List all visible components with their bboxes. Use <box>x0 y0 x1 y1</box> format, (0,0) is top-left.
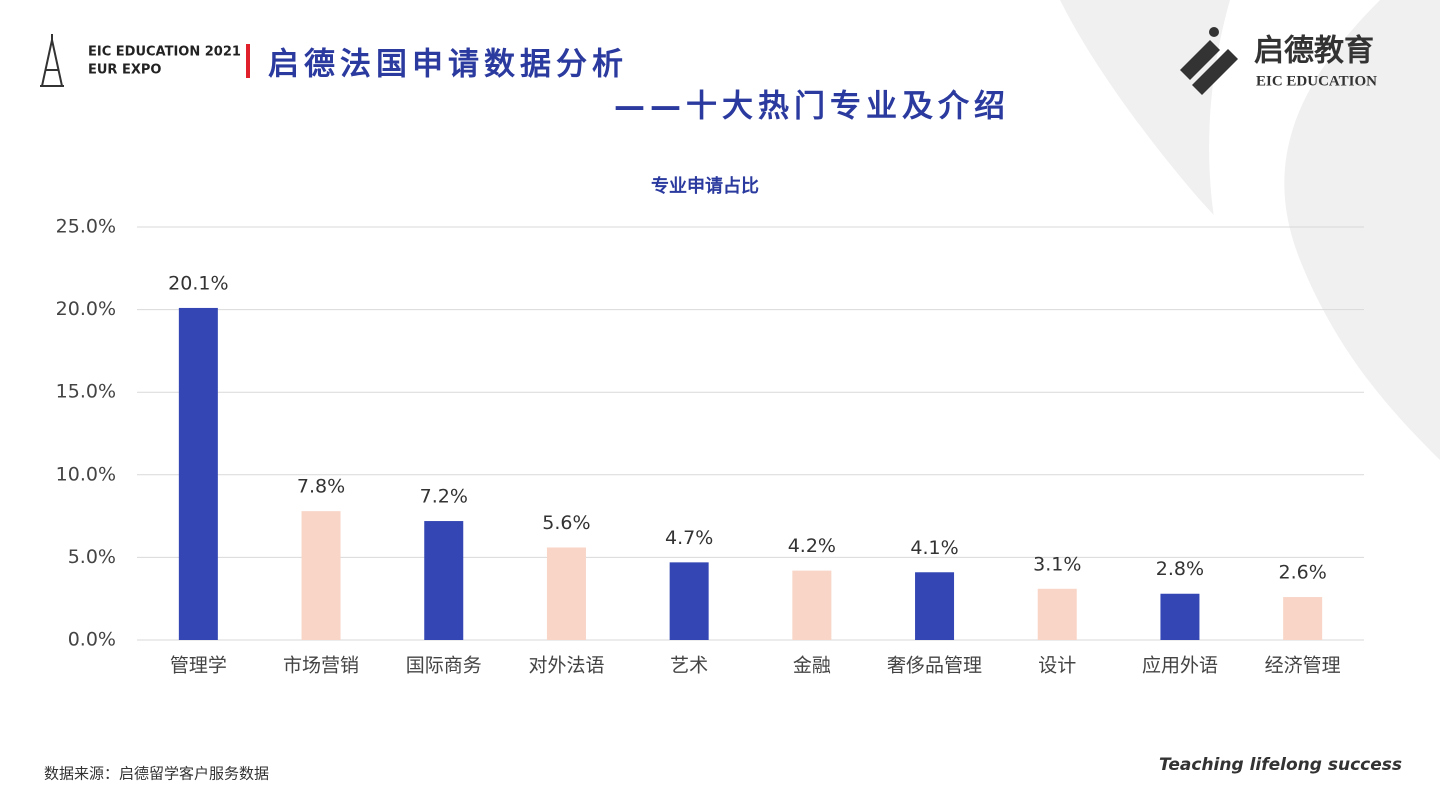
chart-title: 专业申请占比 <box>651 175 759 197</box>
y-tick-label: 10.0% <box>56 463 116 485</box>
value-label: 2.6% <box>1279 562 1327 584</box>
swoosh <box>1060 0 1440 520</box>
x-tick-label: 经济管理 <box>1265 655 1341 677</box>
slogan: Teaching lifelong success <box>1159 755 1402 775</box>
bar <box>669 562 709 640</box>
expo-line1: EIC EDUCATION 2021 <box>88 45 241 60</box>
y-tick-label: 5.0% <box>68 546 116 568</box>
bar <box>1037 588 1077 640</box>
tower-icon <box>40 34 64 87</box>
x-tick-label: 设计 <box>1038 655 1076 677</box>
y-tick-label: 20.0% <box>56 298 116 320</box>
swoosh-gap <box>1209 0 1440 560</box>
y-tick-label: 25.0% <box>56 216 116 238</box>
value-label: 7.2% <box>420 486 468 508</box>
source: 数据来源：启德留学客户服务数据 <box>44 765 269 783</box>
bar <box>178 307 218 640</box>
bar <box>792 570 832 640</box>
x-tick-label: 金融 <box>793 655 831 677</box>
value-label: 2.8% <box>1156 558 1204 580</box>
x-tick-label: 艺术 <box>670 655 708 677</box>
value-label: 7.8% <box>297 476 345 498</box>
logo-en: EIC EDUCATION <box>1256 73 1377 89</box>
expo-line2: EUR EXPO <box>88 63 161 78</box>
y-tick-label: 0.0% <box>68 629 116 651</box>
x-tick-label: 应用外语 <box>1142 655 1218 677</box>
value-label: 4.7% <box>665 527 713 549</box>
value-label: 5.6% <box>542 512 590 534</box>
x-tick-label: 国际商务 <box>406 655 482 677</box>
bar <box>424 521 464 640</box>
value-label: 4.1% <box>910 537 958 559</box>
x-tick-label: 奢侈品管理 <box>887 655 982 677</box>
x-tick-label: 管理学 <box>170 655 227 677</box>
y-tick-label: 15.0% <box>56 381 116 403</box>
slide-title: 启德法国申请数据分析 <box>268 47 628 83</box>
bar <box>546 547 586 640</box>
bar <box>301 511 341 640</box>
bar <box>1283 597 1323 640</box>
logo-cn: 启德教育 <box>1254 34 1374 69</box>
x-tick-label: 对外法语 <box>528 655 604 677</box>
bar <box>1160 593 1200 640</box>
decor <box>40 0 1440 560</box>
bar <box>915 572 955 640</box>
value-label: 20.1% <box>168 272 228 294</box>
slide-subtitle: ——十大热门专业及介绍 <box>614 89 1010 125</box>
x-tick-label: 市场营销 <box>283 655 359 677</box>
logo-mark <box>1180 27 1238 95</box>
value-label: 3.1% <box>1033 553 1081 575</box>
title-bar <box>246 44 250 78</box>
value-label: 4.2% <box>788 535 836 557</box>
